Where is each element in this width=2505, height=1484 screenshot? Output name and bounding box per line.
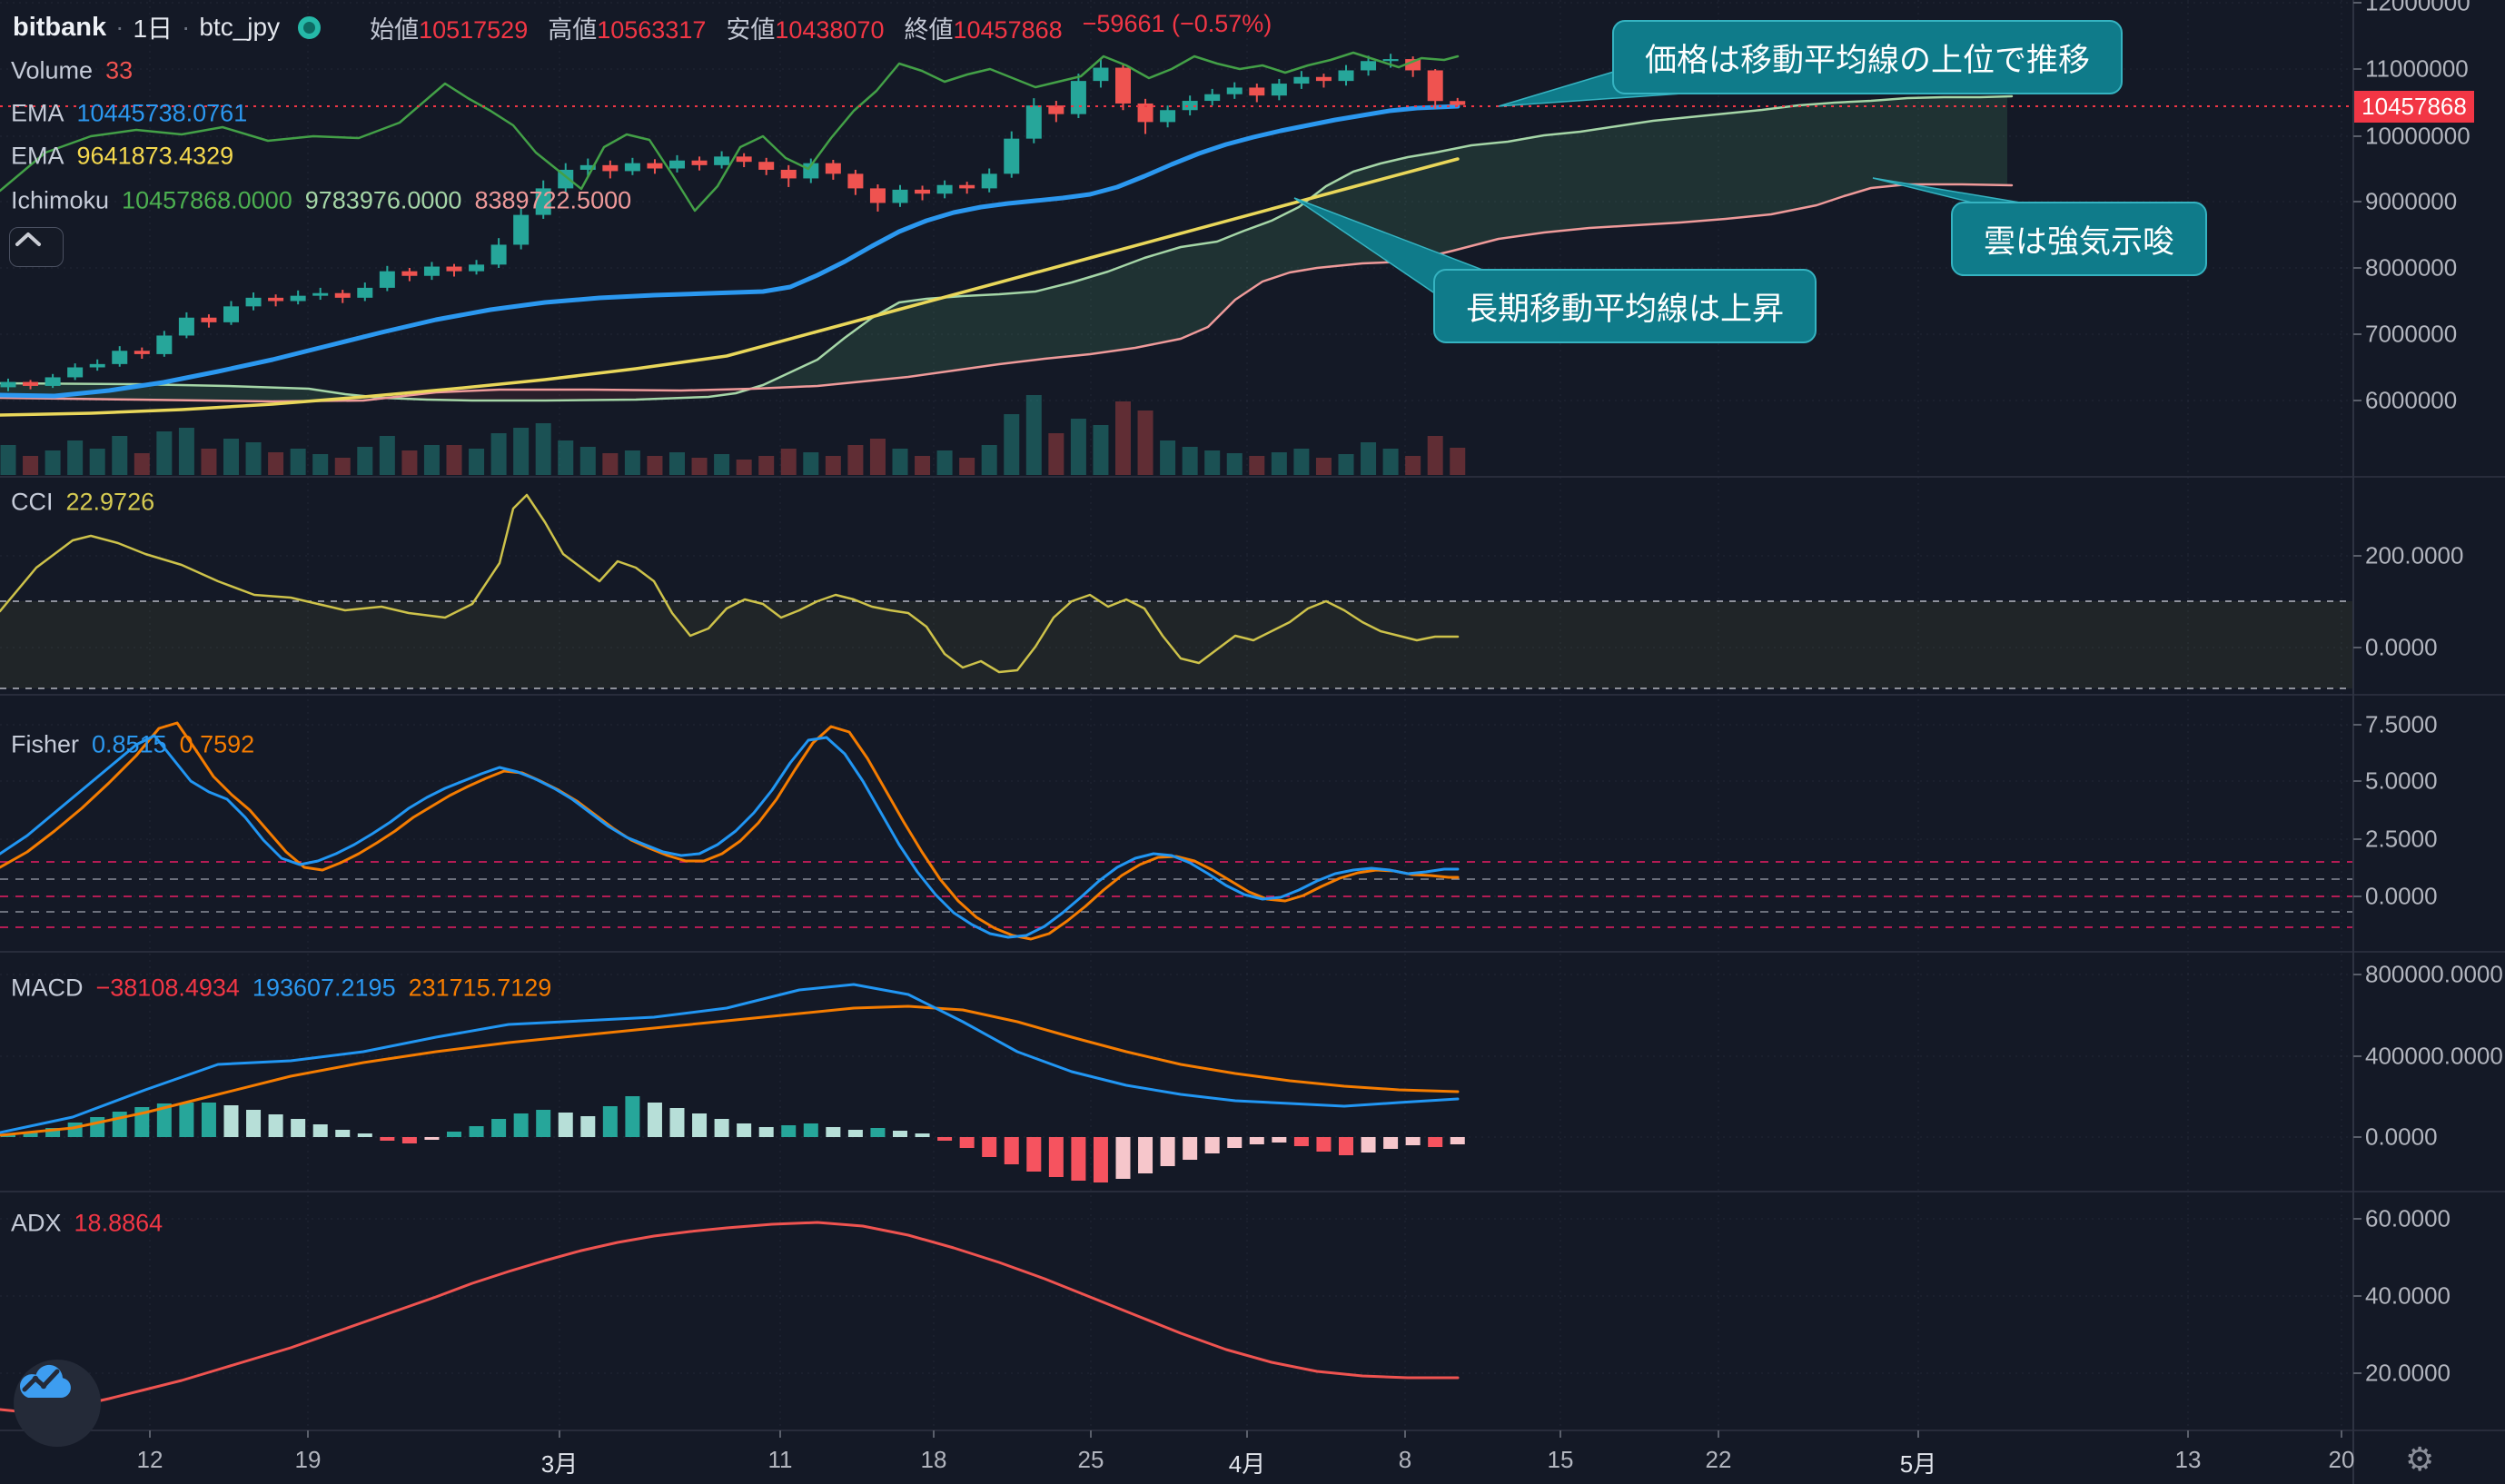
axis-tick-label: 6000000: [2365, 386, 2458, 414]
last-price-badge: 10457868: [2354, 91, 2474, 123]
legend-value: 9641873.4329: [76, 142, 234, 170]
annotation-bullish-cloud: 雲は強気示唆: [1951, 202, 2208, 276]
time-tick-label: 25: [1077, 1446, 1104, 1473]
legend-value: −38108.4934: [95, 974, 240, 1002]
annotation-text: 長期移動平均線は上昇: [1466, 291, 1785, 327]
open-value: 10517529: [419, 15, 529, 44]
time-tick-label: 5月: [1899, 1450, 1937, 1478]
chevron-up-icon: [15, 232, 41, 246]
open-label: 始値: [370, 15, 420, 44]
annotation-text: 価格は移動平均線の上位で推移: [1645, 42, 2091, 78]
axis-tick-label: 0.0000: [2365, 1123, 2438, 1151]
time-tick-label: 3月: [540, 1450, 579, 1478]
axis-tick-label: 0.0000: [2365, 633, 2438, 661]
time-tick-label: 11: [767, 1446, 793, 1473]
chart-header: bitbank · 1日 · btc_jpy 始値10517529 高値1056…: [13, 9, 1272, 45]
legend-macd[interactable]: MACD −38108.4934 193607.2195 231715.7129: [11, 974, 551, 1003]
time-tick-label: 22: [1705, 1446, 1732, 1473]
close-value: 10457868: [953, 15, 1063, 44]
cloud-chart-icon: [19, 1364, 71, 1398]
legend-value: 231715.7129: [408, 974, 552, 1002]
axis-tick-label: 9000000: [2365, 187, 2458, 215]
legend-label: ADX: [11, 1209, 62, 1237]
legend-value: 0.7592: [179, 730, 255, 758]
axis-tick-label: 800000.0000: [2365, 960, 2503, 988]
separator-dot: ·: [115, 13, 124, 41]
axis-tick-label: 400000.0000: [2365, 1042, 2503, 1070]
legend-label: Ichimoku: [11, 186, 110, 214]
legend-ema-fast[interactable]: EMA 10445738.0761: [11, 100, 247, 128]
separator-dot: ·: [182, 13, 191, 41]
close-label: 終値: [904, 15, 954, 44]
axis-tick-label: 2.5000: [2365, 825, 2438, 853]
axis-tick-label: 11000000: [2365, 54, 2469, 83]
legend-label: EMA: [11, 142, 64, 170]
watermark-logo-button[interactable]: [14, 1360, 101, 1447]
annotation-rising-ma: 長期移動平均線は上昇: [1433, 269, 1817, 343]
time-tick-label: 19: [294, 1446, 322, 1473]
legend-value: 9783976.0000: [304, 186, 462, 214]
legend-label: CCI: [11, 488, 54, 516]
pair-selector[interactable]: btc_jpy: [199, 13, 281, 41]
legend-value: 0.8515: [92, 730, 167, 758]
time-tick-label: 18: [920, 1446, 947, 1473]
time-tick-label: 12: [136, 1446, 163, 1473]
legend-value: 10445738.0761: [76, 99, 248, 127]
high-value: 10563317: [597, 15, 707, 44]
legend-label: Volume: [11, 56, 94, 84]
time-tick-label: 20: [2328, 1446, 2355, 1473]
legend-ichimoku[interactable]: Ichimoku 10457868.0000 9783976.0000 8389…: [11, 187, 631, 215]
market-status-icon: [298, 15, 322, 39]
gear-icon[interactable]: ⚙: [2405, 1440, 2435, 1478]
legend-cci[interactable]: CCI 22.9726: [11, 489, 154, 517]
axis-tick-label: 10000000: [2365, 122, 2470, 150]
low-value: 10438070: [775, 15, 885, 44]
legend-value: 8389722.5000: [474, 186, 632, 214]
low-label: 安値: [726, 15, 776, 44]
axis-tick-label: 8000000: [2365, 253, 2458, 282]
interval-selector[interactable]: 1日: [133, 15, 173, 43]
legend-adx[interactable]: ADX 18.8864: [11, 1210, 163, 1238]
legend-value: 193607.2195: [252, 974, 396, 1002]
axis-tick-label: 0.0000: [2365, 882, 2438, 910]
axis-tick-label: 60.0000: [2365, 1204, 2451, 1232]
annotation-text: 雲は強気示唆: [1984, 223, 2175, 260]
axis-tick-label: 20.0000: [2365, 1359, 2451, 1387]
time-tick-label: 8: [1398, 1446, 1412, 1473]
high-label: 高値: [548, 15, 598, 44]
legend-label: EMA: [11, 99, 64, 127]
annotation-price-above-ma: 価格は移動平均線の上位で推移: [1612, 20, 2124, 94]
axis-tick-label: 7.5000: [2365, 710, 2438, 738]
legend-value: 22.9726: [65, 488, 155, 516]
time-tick-label: 15: [1547, 1446, 1574, 1473]
legend-value: 18.8864: [74, 1209, 163, 1237]
last-price-value: 10457868: [2361, 93, 2467, 120]
axis-tick-label: 12000000: [2365, 0, 2470, 16]
axis-tick-label: 200.0000: [2365, 541, 2464, 569]
time-tick-label: 13: [2174, 1446, 2202, 1473]
legend-label: Fisher: [11, 730, 80, 758]
legend-volume[interactable]: Volume 33: [11, 57, 133, 85]
legend-ema-slow[interactable]: EMA 9641873.4329: [11, 143, 233, 171]
time-tick-label: 4月: [1228, 1450, 1266, 1478]
pane-collapse-button[interactable]: [9, 227, 64, 267]
axis-tick-label: 5.0000: [2365, 767, 2438, 795]
exchange-name[interactable]: bitbank: [13, 12, 107, 42]
axis-tick-label: 40.0000: [2365, 1281, 2451, 1310]
ohlc-readout: 始値10517529 高値10563317 安値10438070 終値10457…: [370, 10, 1272, 45]
legend-label: MACD: [11, 974, 84, 1002]
legend-value: 10457868.0000: [122, 186, 292, 214]
legend-fisher[interactable]: Fisher 0.8515 0.7592: [11, 731, 254, 759]
change-value: −59661 (−0.57%): [1082, 9, 1272, 37]
axis-tick-label: 7000000: [2365, 320, 2458, 348]
legend-value: 33: [105, 56, 134, 84]
